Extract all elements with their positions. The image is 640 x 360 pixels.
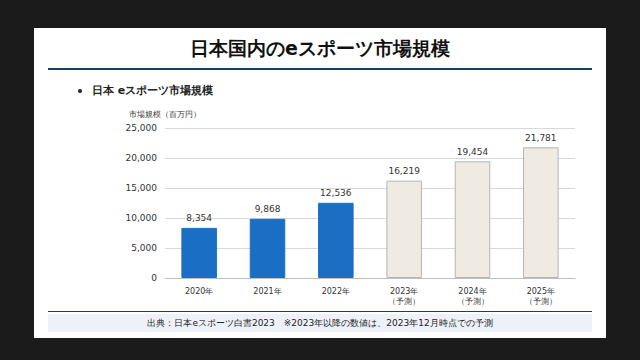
svg-text:2025年: 2025年 [527, 287, 555, 296]
svg-text:19,454: 19,454 [457, 147, 489, 157]
svg-text:（予測）: （予測） [525, 297, 557, 306]
svg-text:2021年: 2021年 [253, 287, 281, 296]
svg-text:0: 0 [151, 273, 157, 283]
svg-text:21,781: 21,781 [525, 133, 557, 143]
svg-text:2022年: 2022年 [322, 287, 350, 296]
svg-text:20,000: 20,000 [126, 153, 158, 163]
svg-text:2020年: 2020年 [185, 287, 213, 296]
svg-text:8,354: 8,354 [186, 213, 212, 223]
svg-text:5,000: 5,000 [131, 243, 157, 253]
svg-text:2024年: 2024年 [458, 287, 486, 296]
svg-text:10,000: 10,000 [126, 213, 158, 223]
svg-text:2023年: 2023年 [390, 287, 418, 296]
html-text:出典：日本eスポーツ白書2023 ※2023年以降の数値は、: 出典：日本eスポーツ白書2023 ※2023年以降の数値は、2023年12月時点… [147, 318, 493, 328]
svg-text:15,000: 15,000 [126, 183, 158, 193]
html-text:日本国内のeスポーツ市場規模: 日本国内のeスポーツ市場規模 [190, 37, 450, 59]
svg-text:市場規模（百万円）: 市場規模（百万円） [129, 110, 201, 119]
svg-text:（予測）: （予測） [457, 297, 489, 306]
svg-text:9,868: 9,868 [255, 204, 281, 214]
svg-text:（予測）: （予測） [388, 297, 420, 306]
svg-text:12,536: 12,536 [320, 188, 352, 198]
html-text:日本 eスポーツ市場規模: 日本 eスポーツ市場規模 [92, 84, 214, 97]
svg-text:25,000: 25,000 [126, 123, 158, 133]
svg-text:16,219: 16,219 [388, 166, 420, 176]
